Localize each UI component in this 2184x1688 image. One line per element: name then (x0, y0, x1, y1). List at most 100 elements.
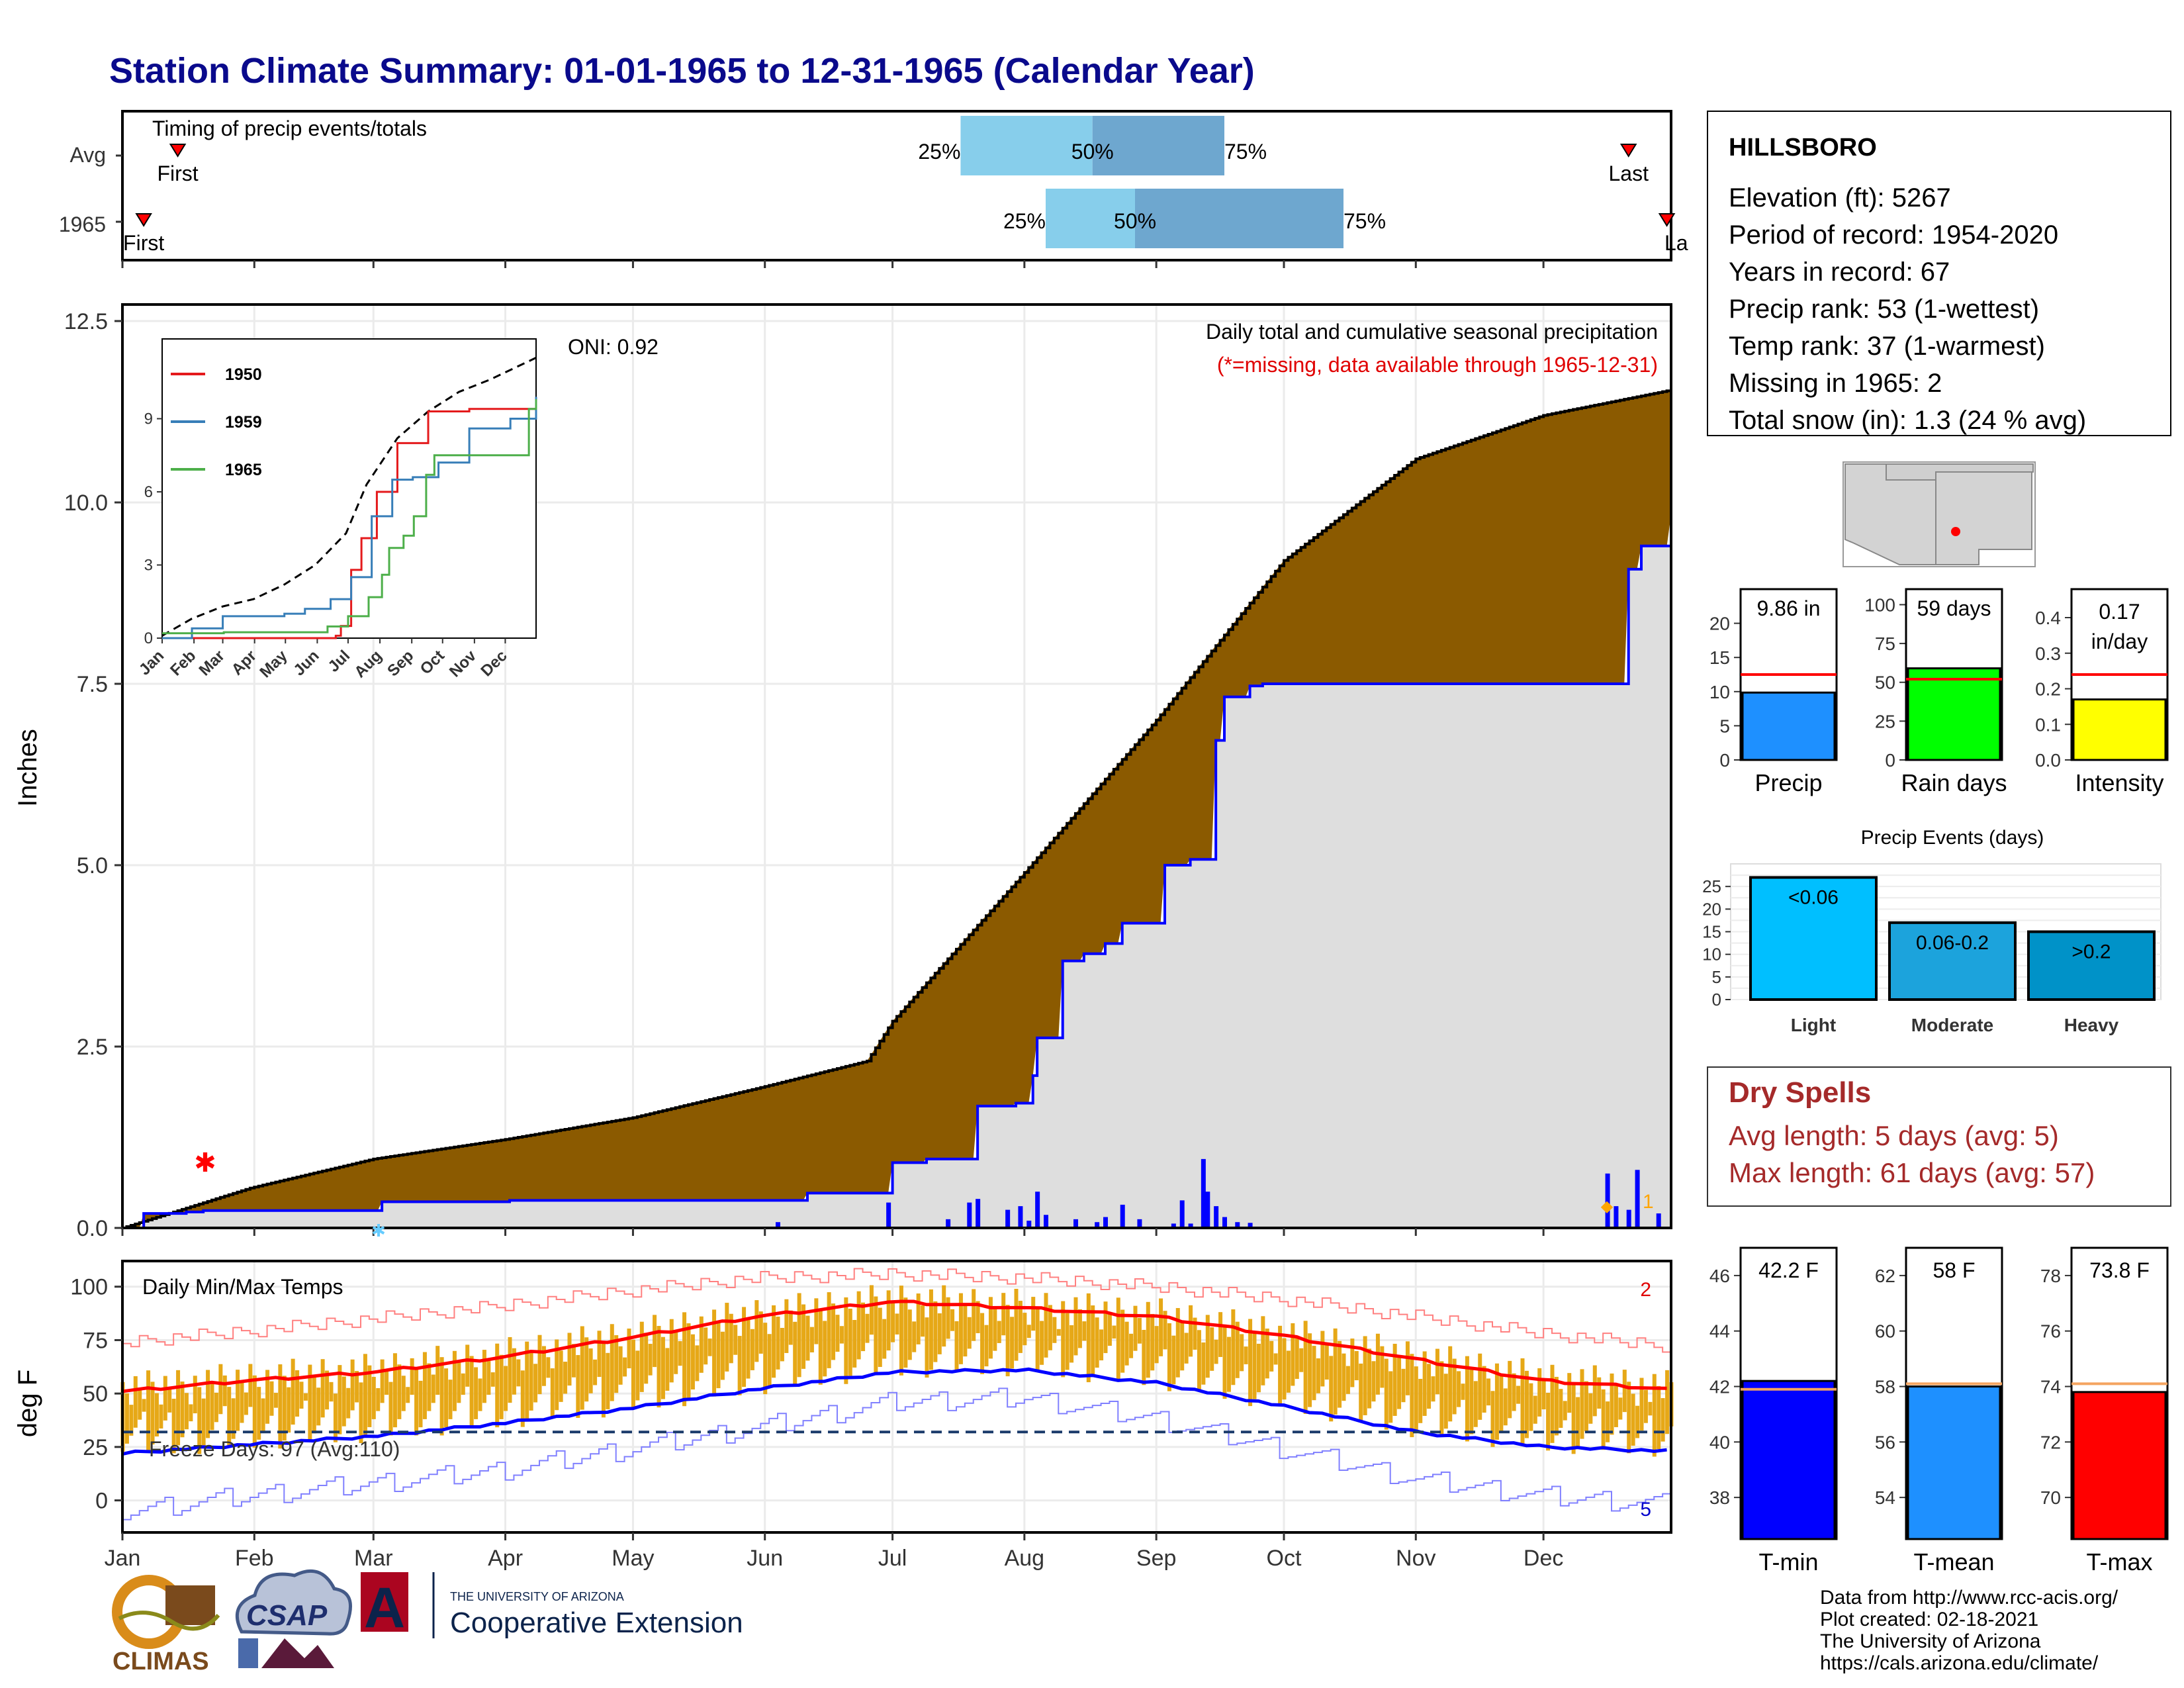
daily-temp-bar (346, 1387, 351, 1419)
daily-temp-bar (308, 1364, 312, 1442)
temps-panel-frame (121, 1260, 1672, 1534)
daily-temp-bar (660, 1336, 665, 1399)
daily-temp-bar (639, 1321, 644, 1392)
daily-temp-bar (380, 1359, 385, 1403)
daily-temp-bar (767, 1334, 772, 1386)
daily-precip-bar (1035, 1192, 1040, 1228)
daily-temp-bar (937, 1313, 942, 1354)
precip-events-tick-label: 25 (1702, 876, 1721, 896)
daily-temp-bar (972, 1289, 976, 1341)
daily-temp-bar (1592, 1365, 1597, 1417)
inset-line-1959 (162, 397, 537, 639)
inset-y-tick-label: 0 (144, 630, 153, 647)
daily-temp-bar (1512, 1373, 1516, 1411)
daily-temp-bar (1554, 1376, 1559, 1436)
daily-temp-bar (1005, 1305, 1010, 1377)
daily-temp-bar (958, 1293, 963, 1364)
daily-temp-bar (674, 1330, 678, 1374)
daily-temp-bar (1091, 1305, 1095, 1376)
daily-temp-bar (261, 1398, 265, 1432)
daily-temp-bar (882, 1319, 887, 1359)
daily-precip-bar (1222, 1217, 1227, 1228)
climas-logo-text: CLIMAS (113, 1648, 209, 1675)
daily-precip-bar (946, 1219, 951, 1228)
daily-temp-bar (414, 1369, 419, 1436)
daily-temp-bar (189, 1404, 193, 1422)
daily-temp-bar (1516, 1385, 1521, 1404)
daily-temp-bar (601, 1342, 606, 1418)
daily-temp-bar (1375, 1333, 1380, 1395)
daily-temp-bar (669, 1319, 674, 1383)
climas-logo-wave-icon (118, 1611, 220, 1631)
dry-spells-avg: Avg length: 5 days (avg: 5) (1729, 1120, 2059, 1151)
daily-temp-bar (720, 1331, 725, 1380)
precip-header: Daily total and cumulative seasonal prec… (1206, 320, 1658, 344)
daily-temp-bar (1222, 1324, 1227, 1399)
daily-temp-bar (1150, 1313, 1155, 1371)
summary-bar-category-label: Precip (1754, 769, 1822, 796)
daily-temp-bar (1120, 1309, 1125, 1373)
daily-temp-bar (218, 1364, 223, 1415)
daily-temp-bar (686, 1323, 691, 1398)
daily-temp-bar (635, 1350, 640, 1401)
daily-temp-bar (1452, 1358, 1457, 1415)
climas-logo: CLIMAS (112, 1575, 220, 1675)
daily-precip-bar (1214, 1206, 1219, 1228)
daily-temp-bar (1095, 1317, 1099, 1368)
credit-line-url: https://cals.arizona.edu/climate/ (1820, 1652, 2099, 1674)
daily-temp-bar (1392, 1344, 1397, 1416)
daily-temp-bar (1439, 1361, 1444, 1436)
daily-temp-bar (580, 1326, 584, 1410)
daily-temp-bar (1648, 1401, 1653, 1416)
precip-events-tick-label: 10 (1702, 945, 1721, 964)
daily-temp-bar (303, 1393, 308, 1401)
station-location-marker (1951, 527, 1960, 536)
daily-temp-bar (1014, 1288, 1019, 1361)
daily-temp-bar (1601, 1389, 1606, 1450)
daily-temp-bar (1610, 1373, 1614, 1435)
summary-bar-tick-label: 5 (1719, 716, 1730, 736)
daily-temp-bar (1103, 1301, 1108, 1354)
daily-temp-bar (1473, 1381, 1478, 1427)
timing-label: Timing of precip events/totals (152, 117, 427, 140)
daily-temp-bar (1367, 1348, 1372, 1409)
daily-temp-bar (236, 1370, 240, 1431)
daily-precip-bar (1044, 1215, 1048, 1228)
daily-temp-bar (1035, 1309, 1040, 1372)
daily-temp-bar (861, 1302, 866, 1352)
daily-temp-bar (1052, 1317, 1057, 1343)
daily-temp-bar (1571, 1385, 1576, 1454)
credit-line-univ: The University of Arizona (1820, 1630, 2041, 1652)
daily-temp-bar (644, 1333, 649, 1384)
temp-bar-tick-label: 58 (1875, 1377, 1895, 1397)
daily-temp-bar (257, 1387, 261, 1440)
daily-temp-bar (776, 1316, 780, 1370)
daily-temp-bar (1329, 1356, 1334, 1422)
timing-first-marker-icon (169, 144, 187, 158)
daily-temp-bar (269, 1381, 274, 1416)
daily-temp-bar (1056, 1329, 1061, 1336)
daily-temp-bar (963, 1305, 968, 1357)
daily-temp-bar (653, 1315, 657, 1368)
cumulative-average-line (122, 389, 1672, 1229)
daily-temp-bar (742, 1307, 747, 1387)
ua-a-icon: A (364, 1576, 405, 1640)
timing-last-marker-icon (1658, 213, 1676, 227)
temps-missing-max: 2 (1640, 1279, 1651, 1301)
daily-temp-bar (788, 1310, 793, 1345)
daily-temp-bar (665, 1348, 670, 1391)
csap-mountain-icon (261, 1638, 334, 1668)
daily-temp-bar (844, 1297, 848, 1384)
daily-precip-bar (1205, 1192, 1210, 1228)
daily-temp-bar (214, 1392, 218, 1423)
daily-temp-bar (1269, 1340, 1274, 1372)
daily-temp-bar (397, 1364, 402, 1419)
daily-temp-bar (593, 1359, 598, 1385)
daily-temp-bar (1363, 1336, 1367, 1415)
daily-temp-bar (1643, 1389, 1648, 1423)
daily-temp-bar (252, 1375, 257, 1448)
csap-logo: CSAP (235, 1569, 352, 1668)
timing-first-label: First (157, 162, 198, 185)
daily-temp-bar (1282, 1338, 1287, 1400)
inset-legend-label: 1950 (225, 365, 262, 384)
